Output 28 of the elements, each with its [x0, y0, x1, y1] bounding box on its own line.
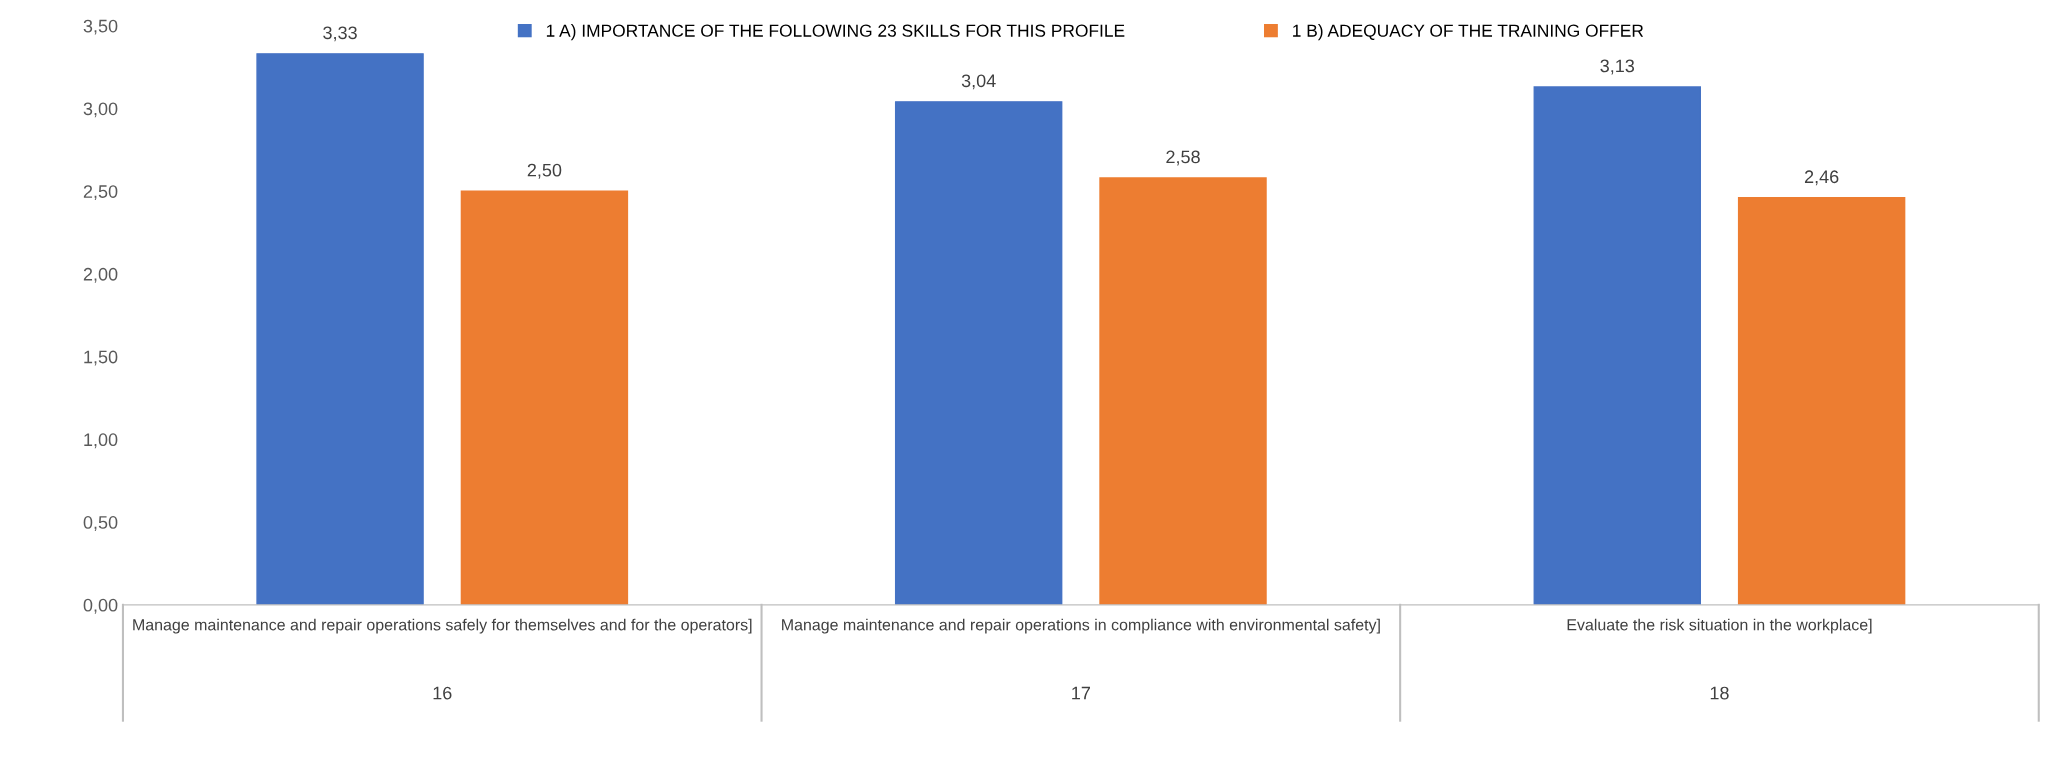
- y-tick-label: 3,00: [83, 102, 118, 118]
- y-tick-label: 3,50: [83, 19, 118, 35]
- text: 2,58: [1166, 150, 1200, 166]
- x-tick-label: Evaluate the risk situation in the workplace]: [1567, 618, 1872, 634]
- text: 2,50: [527, 163, 562, 179]
- x-tick-label: Manage maintenance and repair operations safely for themselves and for the operators]: [133, 618, 752, 634]
- text: 3,33: [323, 26, 357, 42]
- y-tick-label: 1,50: [84, 350, 118, 366]
- bar: [1099, 177, 1267, 605]
- y-tick-label: 2,00: [83, 267, 118, 283]
- y-tick-label: 1,00: [84, 433, 118, 449]
- y-tick-label: 0,50: [83, 516, 118, 531]
- y-tick-label: 2,50: [83, 185, 118, 201]
- bar: [460, 190, 629, 605]
- text: 3,04: [961, 74, 996, 90]
- bar: [1737, 197, 1906, 605]
- bar: [1533, 86, 1701, 605]
- legend-label: 1 B) ADEQUACY OF THE TRAINING OFFER: [1293, 24, 1644, 41]
- y-tick-label: 0,00: [83, 598, 118, 614]
- bar: [894, 101, 1063, 605]
- text: 3,13: [1600, 59, 1635, 75]
- text: 2,46: [1804, 170, 1839, 186]
- text: 17: [1072, 686, 1090, 700]
- text: 18: [1710, 686, 1729, 700]
- legend-label: 1 A) IMPORTANCE OF THE FOLLOWING 23 SKILLS FOR THIS PROFILE: [546, 24, 1125, 41]
- text: 16: [433, 686, 452, 700]
- bar: [256, 53, 424, 605]
- x-tick-label: Manage maintenance and repair operations in compliance with environmental safety]: [782, 618, 1380, 634]
